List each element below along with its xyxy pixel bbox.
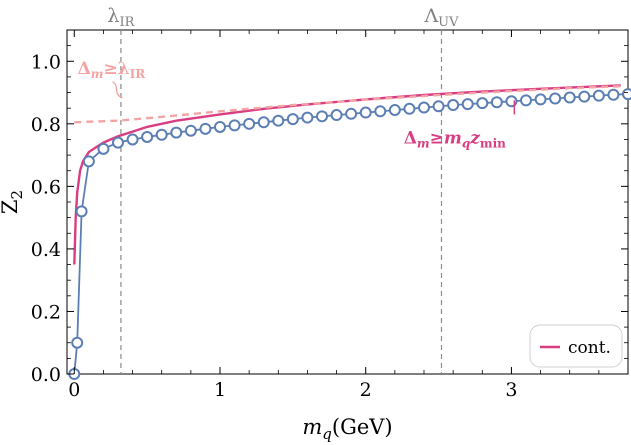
annotation-ir-pointer: [112, 81, 123, 99]
data-point: [257, 116, 270, 129]
data-point: [71, 336, 84, 349]
data-point: [243, 117, 256, 130]
data-point: [126, 133, 139, 146]
reference-line-label: λIR: [107, 5, 135, 30]
data-point: [388, 104, 401, 117]
data-point: [549, 92, 562, 105]
x-tick-label: 2: [360, 379, 372, 401]
x-axis-title: mq(GeV): [302, 415, 392, 443]
reference-line-label: ΛUV: [423, 5, 459, 30]
legend-box: [529, 324, 623, 368]
data-point: [199, 122, 212, 135]
annotation-ir: Δm≥λIR: [78, 59, 147, 81]
data-point: [286, 113, 299, 126]
data-point: [214, 120, 226, 133]
data-point: [374, 105, 387, 118]
legend-label: cont.: [568, 338, 611, 358]
data-point: [403, 102, 416, 115]
data-point: [461, 98, 474, 111]
data-point: [170, 126, 183, 139]
y-tick-label: 1.0: [31, 51, 61, 73]
y-tick-label: 0.0: [31, 364, 61, 386]
plot-frame: [66, 29, 629, 375]
data-point: [184, 124, 197, 137]
data-point: [345, 107, 358, 120]
data-point: [592, 89, 605, 102]
data-point: [607, 88, 620, 101]
data-point: [97, 142, 110, 155]
data-point: [141, 130, 154, 143]
data-point: [578, 90, 591, 103]
data-point: [534, 93, 547, 106]
data-point: [447, 99, 460, 112]
data-point: [476, 97, 489, 110]
data-point: [520, 94, 532, 107]
data-point: [622, 88, 631, 101]
y-axis-title: Z2: [0, 190, 26, 214]
y-tick-label: 0.4: [31, 239, 61, 261]
data-point: [155, 128, 168, 141]
data-point: [112, 136, 124, 149]
annotation-min: Δm≥mqzmin: [404, 128, 506, 150]
x-tick-label: 1: [214, 379, 226, 401]
x-tick-label: 0: [68, 379, 80, 401]
series-line-dashed: [74, 85, 621, 124]
data-point: [301, 111, 314, 124]
data-point: [418, 101, 430, 114]
data-point: [82, 155, 95, 168]
y-tick-label: 0.2: [31, 301, 61, 323]
data-point: [563, 91, 576, 104]
data-point: [359, 106, 372, 119]
data-point: [272, 114, 285, 127]
data-point: [316, 110, 328, 123]
x-tick-label: 3: [505, 379, 517, 401]
y-tick-label: 0.8: [31, 114, 61, 136]
data-point: [75, 205, 88, 218]
y-tick-label: 0.6: [31, 176, 61, 198]
data-point: [228, 119, 241, 132]
data-point: [330, 109, 343, 122]
data-point: [432, 100, 445, 113]
data-point: [490, 96, 503, 109]
